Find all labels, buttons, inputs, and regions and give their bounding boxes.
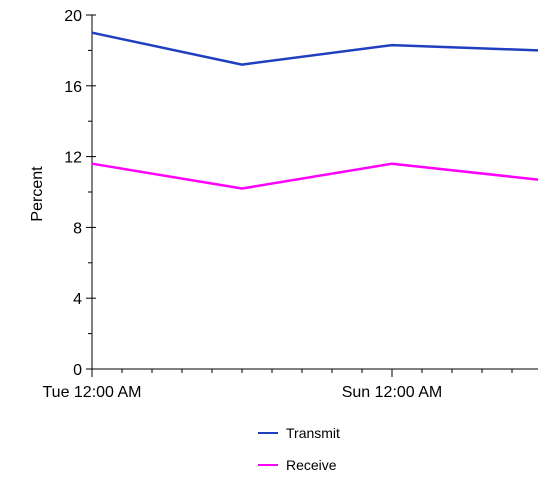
x-tick-label: Sun 12:00 AM	[342, 384, 443, 401]
x-axis: Tue 12:00 AM Sun 12:00 AM	[42, 368, 538, 401]
legend-label-receive: Receive	[286, 457, 337, 473]
y-tick-label: 0	[73, 362, 82, 379]
y-axis: 0 4 8 12 16 20	[64, 8, 96, 379]
y-tick-label: 20	[64, 8, 82, 25]
series-line-receive	[91, 162, 538, 190]
y-axis-title: Percent	[29, 166, 46, 222]
series-lines	[91, 31, 538, 190]
legend: Transmit Receive	[258, 425, 340, 473]
y-tick-label: 16	[64, 79, 82, 96]
legend-item-receive: Receive	[258, 457, 337, 473]
y-tick-label: 4	[73, 291, 82, 308]
y-tick-label: 12	[64, 150, 82, 167]
x-tick-label: Tue 12:00 AM	[42, 384, 141, 401]
series-line-transmit	[91, 31, 538, 66]
legend-item-transmit: Transmit	[258, 425, 340, 441]
legend-label-transmit: Transmit	[286, 425, 340, 441]
y-tick-label: 8	[73, 220, 82, 237]
